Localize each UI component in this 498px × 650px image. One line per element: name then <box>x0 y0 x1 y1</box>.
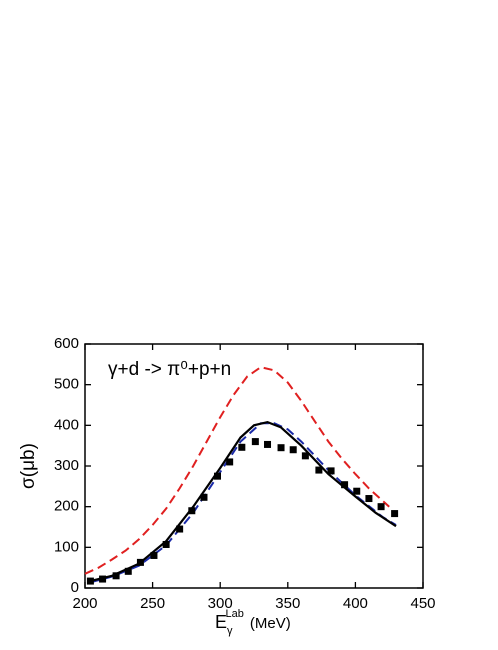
x-tick-label: 250 <box>140 595 165 612</box>
x-tick-label: 200 <box>72 595 97 612</box>
y-tick-label: 400 <box>54 416 79 433</box>
data-point <box>176 525 184 533</box>
data-point <box>188 507 196 515</box>
curve <box>91 420 397 582</box>
x-tick-label: 450 <box>410 595 435 612</box>
data-point <box>391 510 399 518</box>
data-point <box>301 452 309 460</box>
annotation: γ+d -> π⁰+p+n <box>108 359 231 380</box>
y-tick-label: 300 <box>54 457 79 474</box>
y-tick-label: 200 <box>54 498 79 515</box>
data-point <box>341 481 349 489</box>
y-tick-label: 0 <box>71 579 79 596</box>
data-point <box>327 467 335 475</box>
data-point <box>99 575 107 583</box>
data-point <box>264 440 272 448</box>
data-point <box>353 487 361 495</box>
curve <box>84 366 390 575</box>
data-point <box>226 458 234 466</box>
data-point <box>200 493 208 501</box>
x-label-sup: Lab <box>226 608 244 620</box>
y-tick-label: 100 <box>54 538 79 555</box>
x-axis-label: Eγ Lab (MeV) <box>215 608 291 637</box>
data-point <box>277 444 285 452</box>
data-point <box>365 495 373 503</box>
data-point <box>377 503 385 511</box>
x-label-unit: (MeV) <box>250 615 291 632</box>
data-point <box>289 446 297 454</box>
x-tick-label: 350 <box>275 595 300 612</box>
data-point <box>315 466 323 474</box>
data-point <box>238 443 246 451</box>
x-label-sub: γ <box>227 625 233 637</box>
x-tick-label: 400 <box>343 595 368 612</box>
y-tick-label: 600 <box>54 335 79 352</box>
data-point <box>251 438 259 446</box>
data-point <box>136 558 144 566</box>
x-tick-label: 300 <box>208 595 233 612</box>
data-point <box>86 577 94 585</box>
x-label-base: E <box>215 612 227 632</box>
y-axis-label: σ(μb) <box>18 443 39 489</box>
data-point <box>124 567 132 575</box>
data-point <box>150 551 158 559</box>
data-point <box>213 472 221 480</box>
plot-frame <box>84 343 424 589</box>
y-tick-label: 500 <box>54 376 79 393</box>
data-point <box>162 540 170 548</box>
data-point <box>112 572 120 580</box>
